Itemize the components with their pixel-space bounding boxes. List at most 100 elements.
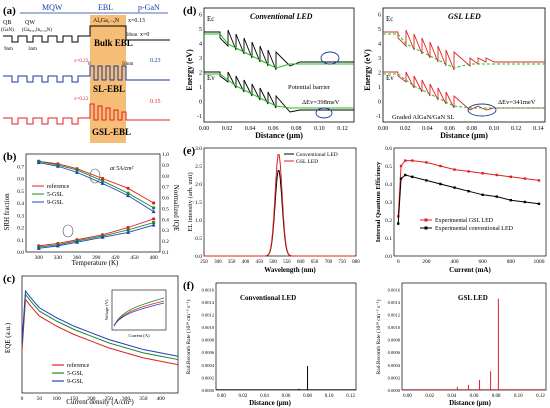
qb-label: QB: [3, 20, 11, 26]
panel-b-xtick: 450: [130, 255, 139, 261]
panel-c-plot: 0 50 100 150 200 250 300 350 400: [21, 275, 179, 402]
qb-material: (GaN): [1, 28, 14, 33]
d-right-ev-red: [383, 71, 545, 111]
panel-b-xtick: 300: [35, 255, 44, 261]
panel-e-right-xtick: 0: [397, 259, 400, 265]
axis-50nm: 50nm: [122, 62, 134, 67]
panel-b-chart: (b) SRH fraction Normalized IQE Temperat…: [3, 151, 180, 267]
panel-e-left-ytick: 3.0: [195, 146, 202, 152]
panel-f-left-xtick: 0.10: [325, 394, 334, 399]
panel-e-right-point: [399, 177, 403, 180]
panel-d-left-xtick: 0.08: [291, 126, 302, 132]
potential-barrier-label: Potential barrier: [288, 84, 331, 91]
panel-e-left-ytick: 2.0: [195, 182, 202, 188]
gsl-x-value: 0.15: [150, 99, 161, 105]
panel-f-left-xlabel: Distance (μm): [249, 399, 292, 407]
panel-b-point: [100, 181, 105, 185]
bulk-band-line: [3, 25, 170, 43]
panel-c-xtick: 250: [105, 396, 114, 402]
panel-f-left-xtick: 0.08: [303, 394, 312, 399]
panel-e-right-point: [439, 164, 442, 168]
qw-material: (Ga₀.₈₁In₀.₁₉N): [22, 28, 52, 33]
inset-curve-9gsl: [113, 302, 165, 327]
panel-e-right-point: [509, 199, 513, 202]
d-right-ev-green: [383, 73, 545, 109]
panel-b-ytick-right: 0.3: [162, 228, 169, 234]
panel-d-left-ytick: -1: [197, 114, 202, 120]
panel-f-right-ytick: 0.0000: [388, 388, 401, 393]
panel-b-point: [101, 179, 105, 183]
panel-b-ytick-left: 0.7: [17, 164, 24, 170]
barrier-circle: [320, 51, 340, 65]
panel-b-plot: 300 330 360 390 420 450 480 0.0 0.1 0.2 0.3 0.4 0.5 0…: [17, 152, 169, 261]
panel-f-right-xtick: 0.12: [536, 394, 545, 399]
panel-c-xtick: 300: [122, 396, 131, 402]
panel-e-left-ytick: 0.5: [195, 236, 202, 242]
panel-f-left-xtick: 0.06: [282, 394, 291, 399]
panel-e-left-xtick: 350: [228, 260, 236, 265]
panel-e-left-xtick: 250: [200, 260, 208, 265]
panel-f-left-xtick: 0.00: [217, 394, 226, 399]
panel-b-legend-label: 9-GSL: [47, 200, 64, 206]
panel-e-left-ytick: 1.5: [195, 200, 202, 206]
panel-b-ytick-right: 0.5: [162, 206, 169, 212]
panel-b-label: (b): [3, 151, 17, 163]
panel-d-right-ytick: -1: [376, 114, 381, 120]
panel-d-left-title: Conventional LED: [250, 12, 313, 21]
panel-b-point: [100, 235, 105, 239]
panel-c-legend-label: 5-GSL: [67, 371, 84, 377]
panel-f-right-xtick: 0.02: [425, 394, 434, 399]
panel-b-ytick-left: 0.4: [17, 201, 24, 207]
panel-c-xtick: 400: [157, 396, 166, 402]
ev-right: Ev: [386, 74, 394, 82]
panel-f-right-ytick: 0.0012: [388, 312, 400, 317]
dev-left-circle: [315, 107, 333, 119]
panel-c-xtick: 0: [21, 396, 24, 402]
panel-b-point: [126, 230, 131, 234]
panel-d-right-ytick: 6: [378, 13, 381, 19]
panel-e: (e) EL intensity (arb. unit) Wavelength …: [180, 140, 550, 275]
panel-f-right-frame: [401, 282, 547, 391]
panel-e-right-point: [425, 179, 428, 182]
panel-d-right-ytick: 1: [378, 85, 381, 91]
panel-a: (a) MQW EBL p-GaN AlₓGa₁₋ₓN x=0.13 QB QW…: [0, 0, 180, 148]
x0-value: x=0: [140, 32, 149, 38]
panel-e-left-plot: 250 300 350 400 450 500 550 600 650 700 750 800 0.0 0…: [195, 146, 360, 265]
mqw-label: MQW: [42, 3, 63, 12]
panel-e-right-point: [523, 200, 527, 204]
panel-d-chart: (d) Energy (eV) Conventional LED Ec Ev P…: [183, 5, 546, 140]
panel-f-left-ytick: 0.0010: [202, 325, 215, 330]
panel-c-legend: reference 5-GSL 9-GSL: [52, 362, 90, 385]
panel-f-right-title: GSL LED: [458, 294, 488, 302]
panel-f-left-xtick: 0.02: [239, 394, 248, 399]
panel-f-right-ytick: 0.0016: [388, 287, 401, 292]
panel-d-left-ytick: 1: [199, 85, 202, 91]
graded-label: Graded AlGaN/GaN SL: [392, 114, 454, 121]
panel-b-ytick-right: 0.2: [162, 239, 169, 245]
panel-e-right-xtick: 600: [479, 259, 488, 265]
panel-f-right-ytick: 0.0002: [388, 375, 400, 380]
panel-b-lower-ellipse: [62, 224, 74, 238]
panel-d-ylabel-right: Energy (eV): [363, 49, 372, 91]
panel-b-series-line: [38, 160, 154, 204]
panel-b-point: [152, 201, 156, 205]
panel-d-left-frame: [203, 7, 355, 123]
panel-b-ytick-right: 0.4: [162, 217, 169, 223]
d-left-ev-green: [204, 73, 354, 109]
panel-e-chart: (e) EL intensity (arb. unit) Wavelength …: [183, 145, 547, 274]
panel-e-left-xtick: 700: [325, 260, 333, 265]
panel-f-left-ytick: 0.0006: [202, 350, 215, 355]
panel-c-xtick: 100: [53, 396, 62, 402]
panel-e-right-legend-label: Experimental GSL LED: [435, 218, 494, 224]
panel-d-right-ytick: 4: [378, 42, 381, 48]
panel-c-chart: (c) EQE (a.u.) Current density (A/cm²) 0…: [3, 273, 179, 406]
panel-e-left-series-line: [204, 154, 356, 257]
panel-e-right-xtick: 800: [507, 259, 516, 265]
panel-b-ytick-left: 0.6: [17, 177, 24, 183]
panel-e-right-ylabel: Internal Quantum Efficiency: [375, 161, 382, 242]
panel-e-right-ytick: 0.0: [385, 254, 392, 260]
panel-e-left-ylabel: EL intensity (arb. unit): [187, 172, 194, 231]
panel-d-right-xtick: 0.04: [422, 126, 433, 132]
panel-d: (d) Energy (eV) Conventional LED Ec Ev P…: [180, 0, 550, 140]
panel-d-left-ytick: 2: [199, 71, 202, 77]
